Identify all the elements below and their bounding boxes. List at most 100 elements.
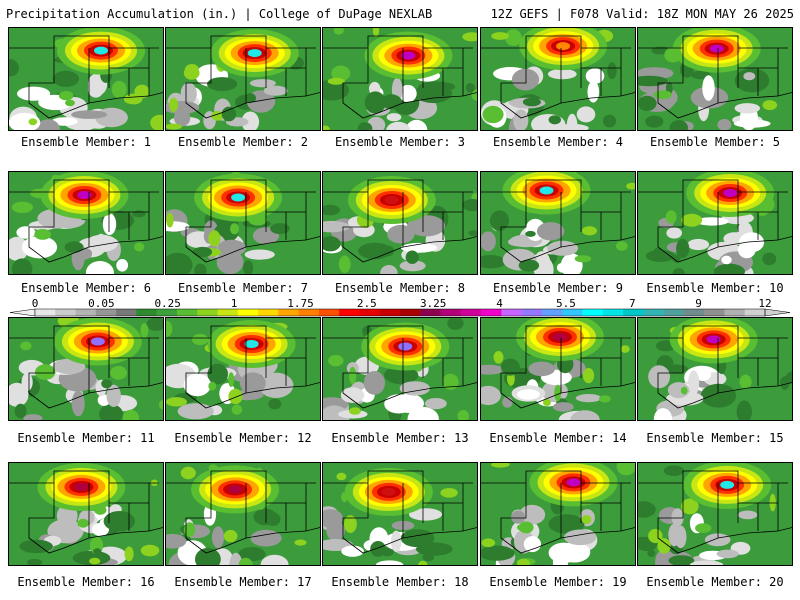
ensemble-member-label: Ensemble Member: 15: [646, 431, 784, 445]
precip-map: [323, 318, 477, 420]
colorbar-swatch: [35, 309, 56, 316]
precip-maximum: [381, 487, 396, 496]
state-borders: [323, 325, 477, 409]
colorbar-swatch: [582, 309, 604, 316]
ensemble-map-panel: [322, 462, 478, 566]
precip-maximum: [720, 480, 735, 489]
colorbar-swatch: [724, 309, 746, 316]
ensemble-member-label: Ensemble Member: 19: [489, 575, 627, 589]
precip-maximum: [566, 478, 581, 487]
ensemble-member-label: Ensemble Member: 20: [646, 575, 784, 589]
precip-maximum: [384, 196, 399, 204]
precip-map: [481, 172, 635, 274]
ensemble-map-panel: [637, 462, 793, 566]
state-borders: [323, 179, 477, 263]
colorbar-swatch: [481, 309, 502, 316]
ensemble-map-panel: [322, 171, 478, 275]
ensemble-member-label: Ensemble Member: 12: [174, 431, 312, 445]
ensemble-map-panel: [165, 27, 321, 131]
precip-map: [481, 28, 635, 130]
precip-map: [323, 28, 477, 130]
precip-map: [166, 318, 320, 420]
colorbar-swatch: [683, 309, 705, 316]
precip-maximum: [539, 186, 554, 195]
precip-map: [638, 463, 792, 565]
state-borders: [9, 325, 163, 409]
precipitation-colorbar: [9, 308, 791, 317]
precip-maximum: [228, 485, 243, 494]
precip-map: [323, 463, 477, 565]
colorbar-swatch: [237, 309, 259, 316]
colorbar-tick-label: 7: [628, 297, 636, 310]
ensemble-map-panel: [8, 171, 164, 275]
precip-map: [9, 172, 163, 274]
colorbar-swatch: [521, 309, 543, 316]
precip-maximum: [74, 482, 89, 491]
colorbar-swatch: [258, 309, 279, 316]
ensemble-member-label: Ensemble Member: 1: [20, 135, 152, 149]
ensemble-member-label: Ensemble Member: 13: [331, 431, 469, 445]
colorbar-tick-label: 3.25: [419, 297, 447, 310]
colorbar-tick-label: 1.75: [287, 297, 314, 310]
precip-maximum: [94, 46, 108, 55]
ensemble-member-label: Ensemble Member: 17: [174, 575, 312, 589]
colorbar-swatch: [217, 309, 239, 316]
colorbar-swatch: [623, 309, 644, 316]
state-borders: [638, 35, 792, 119]
ensemble-map-panel: [480, 317, 636, 421]
colorbar-swatch: [298, 309, 320, 316]
precip-map: [9, 463, 163, 565]
colorbar-arrow-right: [764, 308, 791, 317]
precip-map: [166, 463, 320, 565]
precip-map: [638, 172, 792, 274]
ensemble-member-label: Ensemble Member: 4: [492, 135, 624, 149]
colorbar-swatch: [440, 309, 462, 316]
run-valid-time: 12Z GEFS | F078 Valid: 18Z MON MAY 26 20…: [490, 7, 794, 21]
colorbar-swatch: [95, 309, 117, 316]
colorbar-swatch: [278, 309, 299, 316]
precip-maximum: [77, 191, 92, 199]
colorbar-tick-label: 2.5: [356, 297, 377, 310]
precip-maximum: [556, 42, 571, 51]
colorbar-swatch: [460, 309, 482, 316]
colorbar-swatch: [197, 309, 218, 316]
colorbar-swatch: [379, 309, 401, 316]
colorbar-swatch: [176, 309, 198, 316]
colorbar-swatch: [55, 309, 76, 316]
ensemble-map-panel: [637, 27, 793, 131]
ensemble-member-label: Ensemble Member: 10: [646, 281, 784, 295]
ensemble-member-label: Ensemble Member: 8: [334, 281, 466, 295]
colorbar-swatch: [359, 309, 381, 316]
colorbar-swatch: [75, 309, 97, 316]
state-borders: [9, 470, 163, 554]
state-borders: [166, 470, 320, 554]
colorbar-swatch: [541, 309, 563, 316]
ensemble-map-panel: [165, 171, 321, 275]
ensemble-member-label: Ensemble Member: 18: [331, 575, 469, 589]
precip-maximum: [709, 44, 724, 53]
precip-maximum: [706, 335, 721, 344]
colorbar-swatch: [339, 309, 360, 316]
state-borders: [166, 325, 320, 409]
colorbar-swatch: [156, 309, 178, 316]
colorbar-tick-label: 0.25: [154, 297, 181, 310]
precip-maximum: [553, 333, 567, 341]
ensemble-map-panel: [8, 462, 164, 566]
precip-maximum: [231, 193, 246, 202]
ensemble-map-panel: [480, 27, 636, 131]
precip-maximum: [401, 51, 416, 60]
state-borders: [323, 35, 477, 119]
colorbar-swatch: [704, 309, 725, 316]
state-borders: [638, 179, 792, 263]
colorbar-tick-label: 4: [496, 297, 503, 310]
colorbar-swatch: [420, 309, 441, 316]
ensemble-map-panel: [637, 317, 793, 421]
colorbar-swatch: [643, 309, 664, 316]
colorbar-swatch: [136, 309, 157, 316]
colorbar-swatch: [501, 309, 522, 316]
colorbar-tick-label: 0.05: [88, 297, 115, 310]
colorbar-arrow-left: [9, 308, 36, 317]
colorbar-swatch: [602, 309, 624, 316]
precip-map: [9, 318, 163, 420]
ensemble-map-panel: [8, 317, 164, 421]
